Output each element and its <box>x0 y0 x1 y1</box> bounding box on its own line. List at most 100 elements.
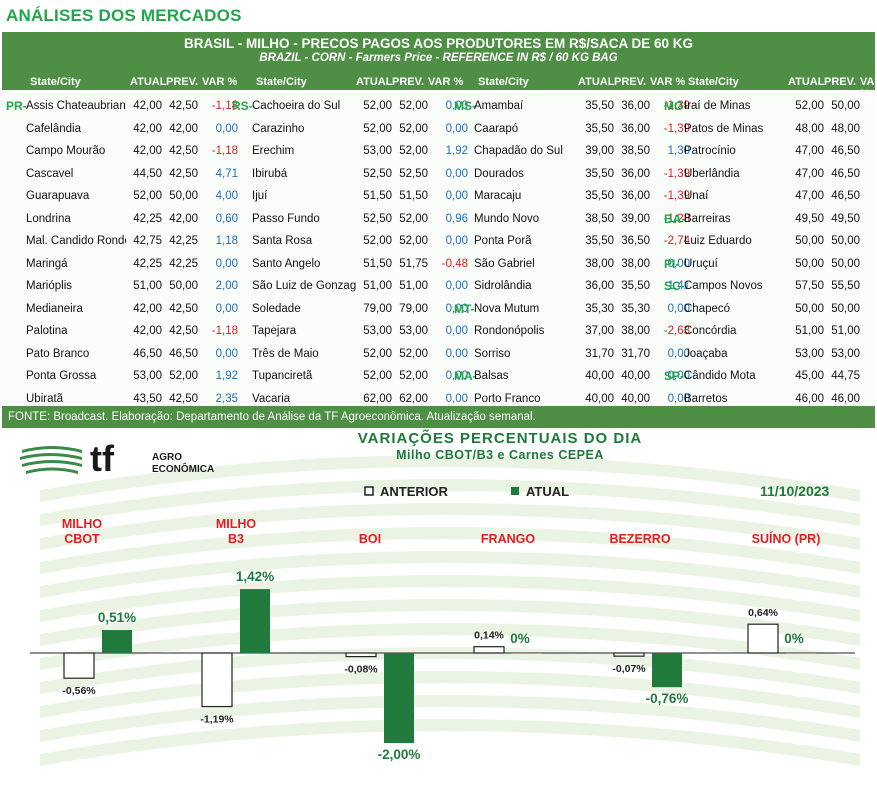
city-name: Luiz Eduardo <box>684 235 752 248</box>
price-current: 50,00 <box>795 302 824 315</box>
city-name: Joaçaba <box>684 347 728 360</box>
table-row: RS- Cachoeira do Sul 52,00 52,00 0,00 <box>232 95 468 118</box>
price-current: 57,50 <box>795 280 824 293</box>
state-code: MT- <box>454 301 475 316</box>
price-previous: 38,50 <box>621 145 650 158</box>
legend-label-anterior: ANTERIOR <box>380 484 449 499</box>
price-previous: 40,00 <box>621 392 650 405</box>
price-variation: 1,08 <box>860 190 877 202</box>
city-name: Chapecó <box>684 302 731 315</box>
bar-anterior <box>747 623 779 654</box>
price-variation: 3,60 <box>860 280 877 292</box>
price-previous: 51,50 <box>399 190 428 203</box>
table-row: Ijuí 51,50 51,50 0,00 <box>232 185 468 208</box>
price-variation: 0,00 <box>860 213 877 225</box>
price-previous: 35,50 <box>621 280 650 293</box>
table-row: Maringá 42,25 42,25 0,00 <box>6 253 238 276</box>
city-name: Mal. Candido Rondon <box>26 235 126 248</box>
column-header: PREV. <box>392 76 425 88</box>
city-name: Rondonópolis <box>474 325 545 338</box>
price-current: 35,50 <box>585 190 614 203</box>
price-current: 52,50 <box>363 167 392 180</box>
bar-atual <box>652 653 682 688</box>
price-variation: -1,39 <box>663 190 690 203</box>
price-current: 47,00 <box>795 190 824 203</box>
price-current: 52,00 <box>363 347 392 360</box>
price-current: 53,00 <box>363 325 392 338</box>
price-current: 35,30 <box>585 302 614 315</box>
price-previous: 52,50 <box>399 167 428 180</box>
price-variation: 0,00 <box>860 235 877 247</box>
price-variation: 0,00 <box>445 302 468 315</box>
city-name: Cafelândia <box>26 122 81 135</box>
price-variation: -2,74 <box>663 235 690 248</box>
price-current: 50,00 <box>795 235 824 248</box>
city-name: Santa Rosa <box>252 235 313 248</box>
price-variation: 1,08 <box>860 168 877 180</box>
price-previous: 36,00 <box>621 122 650 135</box>
price-variation: 0,00 <box>215 122 238 135</box>
legend-swatch-anterior <box>364 486 374 496</box>
data-label-atual: 0% <box>784 631 804 646</box>
table-row: Tupanciretã 52,00 52,00 0,00 <box>232 365 468 388</box>
price-previous: 79,00 <box>399 302 428 315</box>
state-code: BA- <box>664 211 686 226</box>
city-name: Amambaí <box>474 100 524 113</box>
price-variation: 0,00 <box>860 258 877 270</box>
corn-price-table: BRASIL - MILHO - PRECOS PAGOS AOS PRODUT… <box>2 32 877 428</box>
price-previous: 48,00 <box>831 122 860 135</box>
category-label: B3 <box>228 532 244 546</box>
table-row: SC-Campos Novos 57,50 55,503,60 <box>664 275 877 298</box>
price-current: 39,00 <box>585 145 614 158</box>
background-waves <box>40 455 860 766</box>
city-name: Balsas <box>474 370 509 383</box>
price-variation: 0,00 <box>860 325 877 337</box>
page-title: ANÁLISES DOS MERCADOS <box>6 6 242 25</box>
price-previous: 40,00 <box>621 370 650 383</box>
table-row: Sorriso 31,70 31,70 0,00 <box>454 343 690 366</box>
table-row: SP-Cândido Mota 45,00 44,750,56 <box>664 365 877 388</box>
price-current: 35,50 <box>585 235 614 248</box>
table-row: Campo Mourão 42,00 42,50 -1,18 <box>6 140 238 163</box>
city-name: Ijuí <box>252 190 268 203</box>
table-row: Santa Rosa 52,00 52,00 0,00 <box>232 230 468 253</box>
price-previous: 50,00 <box>831 235 860 248</box>
price-variation: 2,35 <box>215 392 238 405</box>
category-label: MILHO <box>62 517 103 531</box>
table-row: MA- Balsas 40,00 40,00 0,00 <box>454 365 690 388</box>
price-variation: -1,39 <box>663 100 690 113</box>
city-name: Patos de Minas <box>684 122 764 135</box>
table-row: Uberlândia 47,00 46,501,08 <box>664 163 877 186</box>
price-current: 46,00 <box>795 392 824 405</box>
city-name: Londrina <box>26 212 71 225</box>
price-previous: 50,00 <box>831 302 860 315</box>
price-previous: 31,70 <box>621 347 650 360</box>
city-name: Mundo Novo <box>474 212 540 225</box>
price-previous: 38,00 <box>621 257 650 270</box>
table-row: Unaí 47,00 46,501,08 <box>664 185 877 208</box>
price-previous: 38,00 <box>621 325 650 338</box>
category-label: MILHO <box>216 517 257 531</box>
price-variation: 0,00 <box>445 347 468 360</box>
price-variation: 4,71 <box>215 167 238 180</box>
bar-atual <box>512 653 542 654</box>
price-current: 52,50 <box>363 212 392 225</box>
city-name: Tapejara <box>252 325 297 338</box>
state-code: PR- <box>6 99 27 114</box>
table-subtitle: BRAZIL - CORN - Farmers Price - REFERENC… <box>259 52 618 64</box>
price-current: 53,00 <box>133 370 162 383</box>
city-name: Ibirubá <box>252 167 288 180</box>
table-row: Cafelândia 42,00 42,00 0,00 <box>6 118 238 141</box>
state-column-group: PR- Assis Chateaubriand 42,00 42,50 -1,18 Caf… <box>6 95 238 410</box>
table-row: São Gabriel 38,00 38,00 0,00 <box>454 253 690 276</box>
table-row: Passo Fundo 52,50 52,00 0,96 <box>232 208 468 231</box>
column-header: ATUAL <box>356 76 393 88</box>
price-previous: 55,50 <box>831 280 860 293</box>
price-variation: -1,28 <box>663 212 690 225</box>
price-previous: 52,00 <box>399 212 428 225</box>
price-previous: 42,50 <box>169 392 198 405</box>
data-label-anterior: 0,64% <box>748 607 778 619</box>
column-header: PREV. <box>824 76 857 88</box>
city-name: Cândido Mota <box>684 370 756 383</box>
